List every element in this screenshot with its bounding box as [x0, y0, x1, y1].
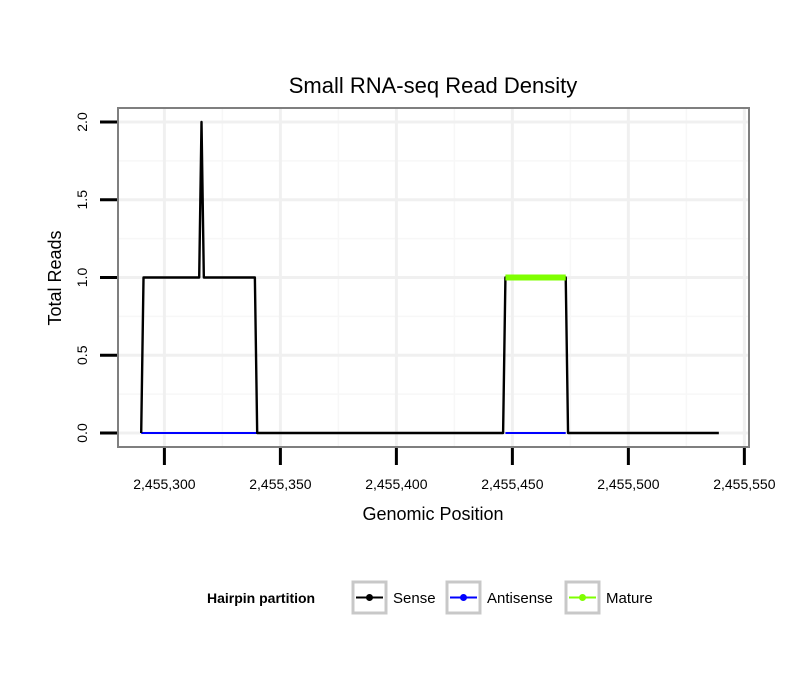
- y-tick-label: 1.0: [74, 268, 90, 288]
- legend-entry-mature: Mature: [564, 580, 653, 615]
- x-tick-label: 2,455,300: [133, 476, 195, 492]
- x-tick-label: 2,455,400: [365, 476, 427, 492]
- chart-title: Small RNA-seq Read Density: [289, 73, 578, 98]
- x-axis: 2,455,300 2,455,350 2,455,400 2,455,450 2,45…: [133, 448, 776, 492]
- legend-key-point: [366, 594, 373, 601]
- legend-label: Antisense: [487, 590, 553, 607]
- x-tick-label: 2,455,450: [481, 476, 543, 492]
- legend-entries: Sense Antisense Mature: [351, 580, 653, 615]
- legend-key-point: [579, 594, 586, 601]
- y-tick-label: 2.0: [74, 112, 90, 132]
- y-tick-label: 0.5: [74, 345, 90, 365]
- x-tick-label: 2,455,500: [597, 476, 659, 492]
- legend-label: Sense: [393, 590, 436, 607]
- y-axis-title: Total Reads: [45, 230, 65, 325]
- series-line-sense: [140, 120, 719, 435]
- y-tick-label: 0.0: [74, 423, 90, 443]
- legend-label: Mature: [606, 590, 653, 607]
- y-axis: 0.0 0.5 1.0 1.5 2.0: [74, 112, 117, 443]
- x-tick-label: 2,455,350: [249, 476, 311, 492]
- legend-key-point: [460, 594, 467, 601]
- series-layer: [140, 120, 719, 435]
- y-tick-label: 1.5: [74, 190, 90, 210]
- x-tick-label: 2,455,550: [713, 476, 775, 492]
- legend: Hairpin partition Sense Antisense Mature: [207, 580, 653, 615]
- legend-title: Hairpin partition: [207, 590, 315, 606]
- plot-panel-border: [117, 107, 750, 448]
- legend-entry-antisense: Antisense: [445, 580, 553, 615]
- x-axis-title: Genomic Position: [362, 504, 503, 524]
- legend-entry-sense: Sense: [351, 580, 436, 615]
